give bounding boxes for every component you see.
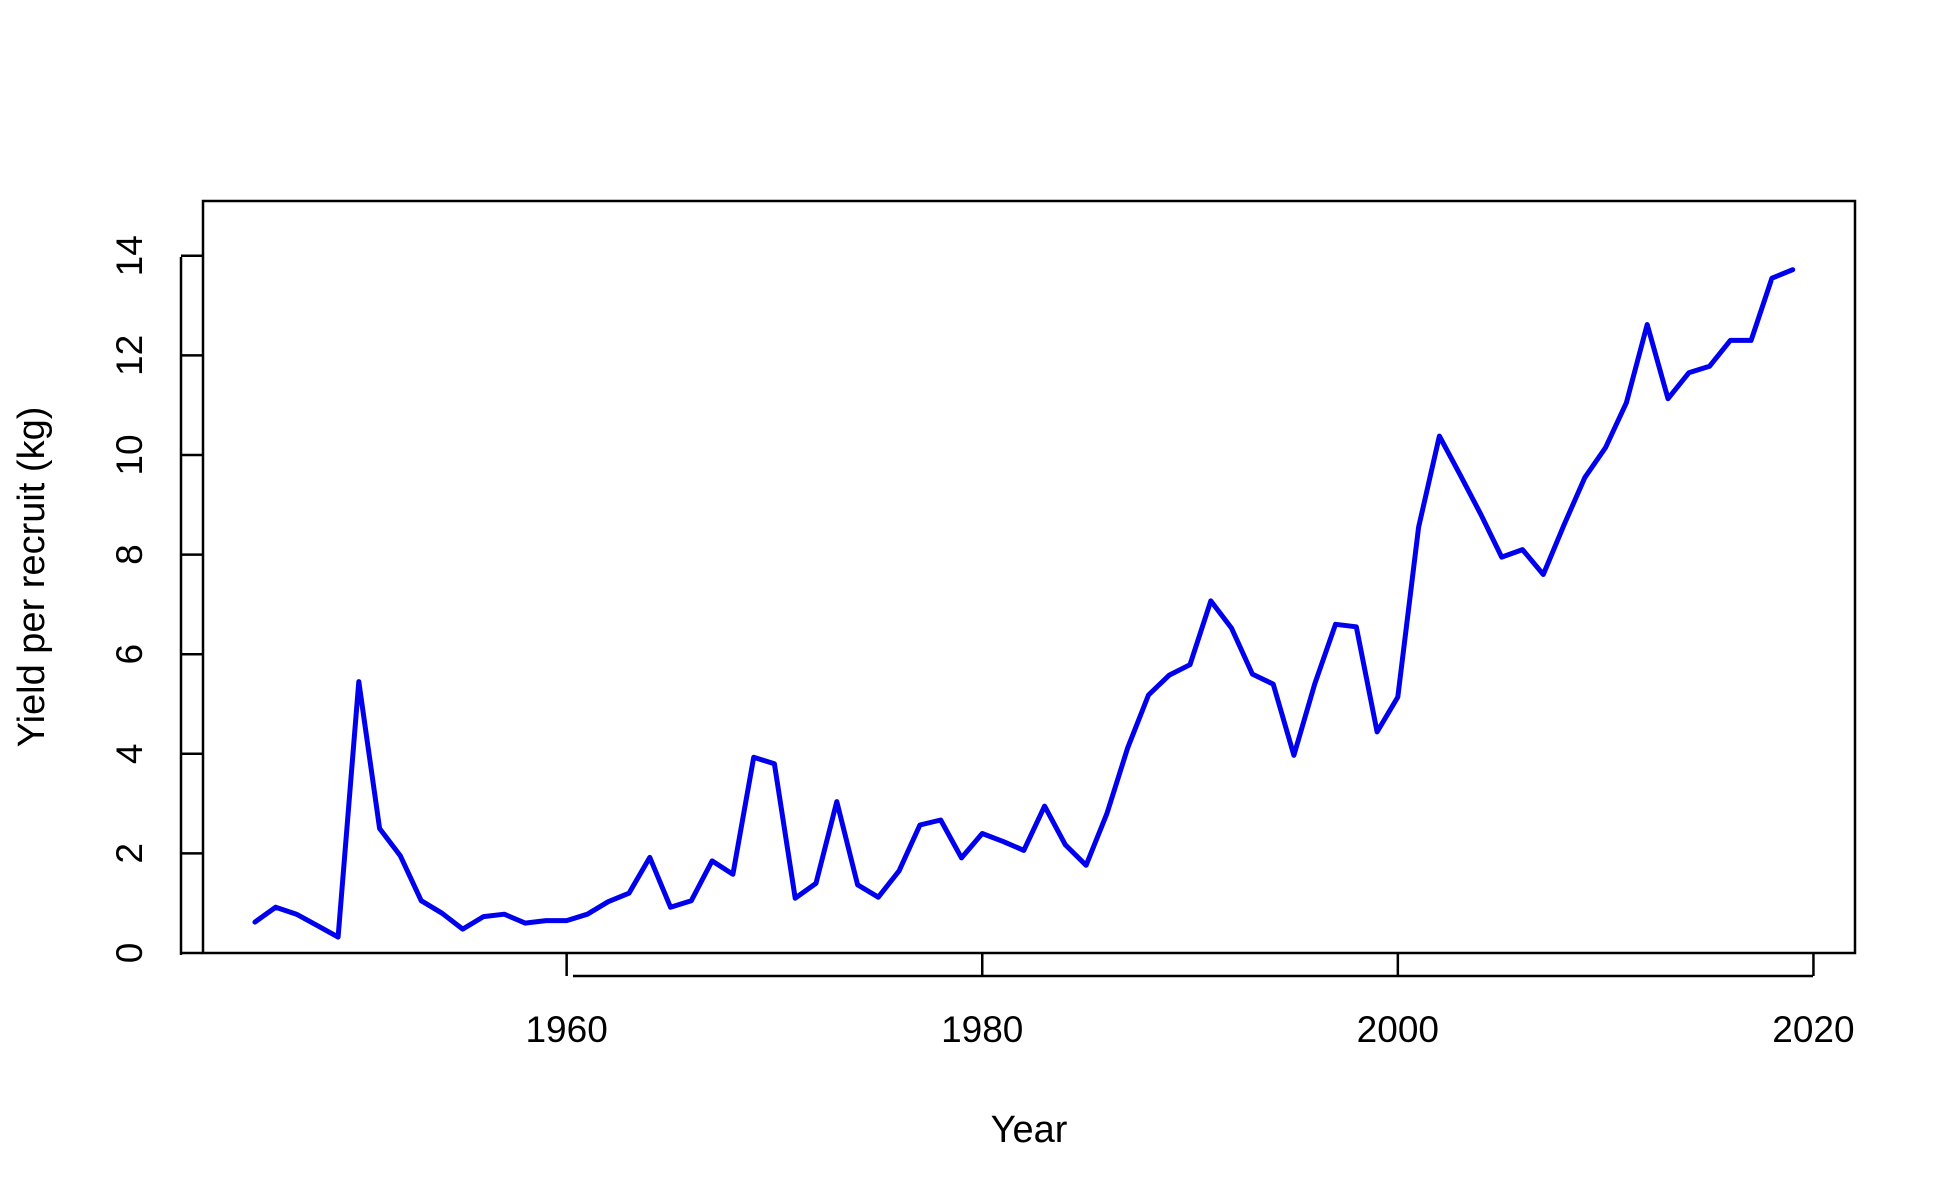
y-tick-label-12: 12 [109, 335, 150, 376]
y-tick-label-0: 0 [109, 943, 150, 964]
y-axis-ticks: 0 2 4 6 8 10 12 14 [109, 235, 203, 963]
x-axis-ticks: 1960 1980 2000 2020 [525, 953, 1855, 1050]
series-line-0 [252, 267, 1796, 940]
plot-frame [201, 199, 1857, 955]
y-tick-label-14: 14 [109, 235, 150, 276]
y-tick-label-10: 10 [109, 434, 150, 475]
y-axis-title: Yield per recruit (kg) [11, 407, 53, 748]
series-group [252, 267, 1796, 940]
x-tick-label-2000: 2000 [1357, 1009, 1439, 1050]
y-tick-label-2: 2 [109, 843, 150, 864]
y-tick-label-8: 8 [109, 544, 150, 565]
x-axis-title: Year [991, 1109, 1068, 1151]
x-tick-label-2020: 2020 [1772, 1009, 1854, 1050]
y-tick-label-6: 6 [109, 644, 150, 665]
x-tick-label-1960: 1960 [525, 1009, 607, 1050]
x-tick-label-1980: 1980 [941, 1009, 1023, 1050]
y-tick-label-4: 4 [109, 744, 150, 765]
